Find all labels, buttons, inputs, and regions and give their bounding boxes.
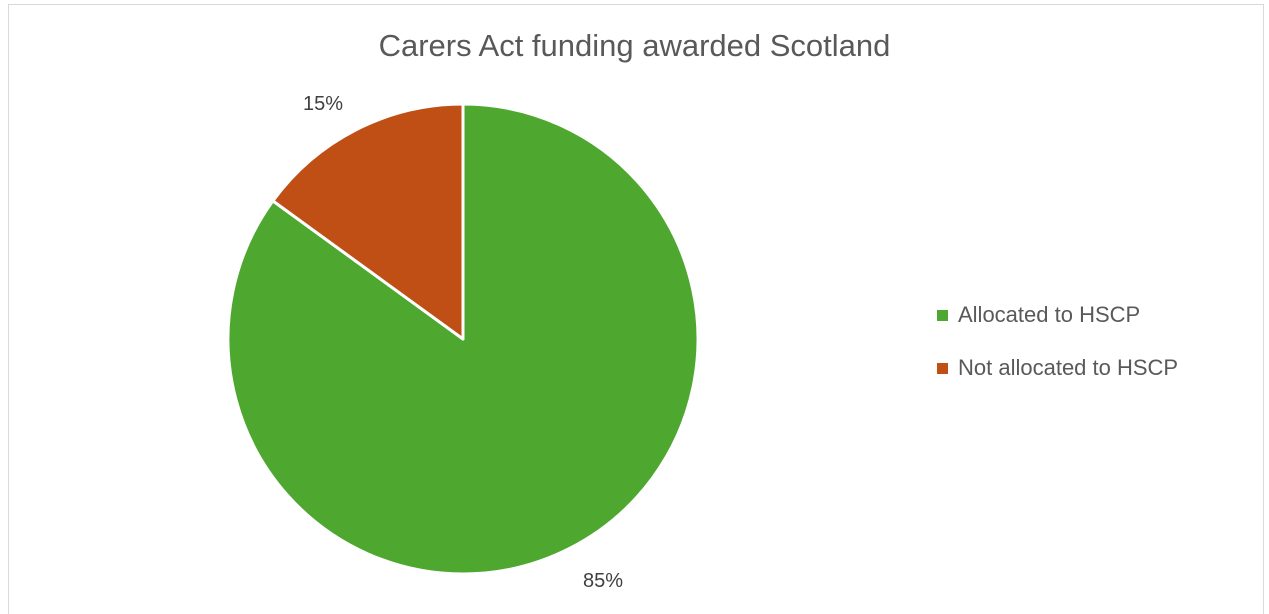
legend-swatch-not-allocated <box>937 362 948 374</box>
legend: Allocated to HSCP Not allocated to HSCP <box>937 302 1178 408</box>
legend-label-allocated: Allocated to HSCP <box>958 302 1141 327</box>
data-label-not-allocated: 15% <box>303 93 343 115</box>
legend-label-not-allocated: Not allocated to HSCP <box>958 355 1179 380</box>
legend-swatch-allocated <box>937 309 948 321</box>
data-label-allocated: 85% <box>583 570 623 592</box>
chart-title: Carers Act funding awarded Scotland <box>378 28 891 63</box>
legend-item-allocated: Allocated to HSCP <box>937 302 1178 328</box>
pie-slice-not-allocated <box>271 102 465 341</box>
legend-item-not-allocated: Not allocated to HSCP <box>937 355 1178 381</box>
